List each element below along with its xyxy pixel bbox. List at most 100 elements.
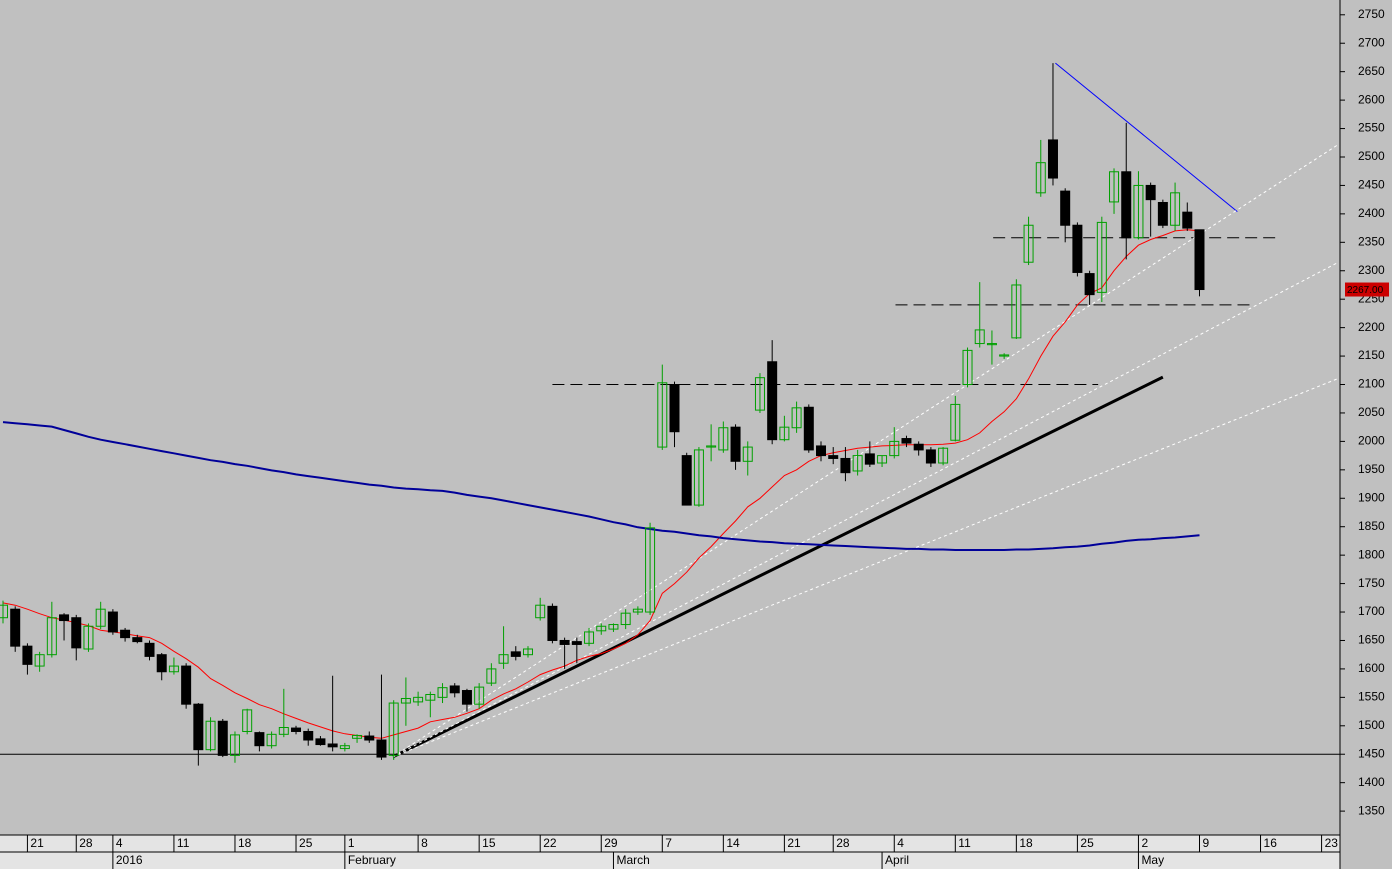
candle-body [767,361,778,441]
candle-body [1157,201,1168,226]
candle-body [962,349,973,386]
candle-body [742,446,753,462]
candle-body [596,625,607,632]
y-tick-label: 2200 [1358,320,1385,334]
candle-body [754,377,765,411]
x-tick-label: 25 [1080,836,1094,850]
candle-body [1170,192,1181,226]
y-tick-label: 1450 [1358,746,1385,760]
candle-body [1011,284,1022,339]
price-axis-panel [1340,0,1392,869]
y-tick-label: 2350 [1358,234,1385,248]
candle-body [229,734,240,756]
candle-body [620,612,631,626]
candle-body [1096,221,1107,293]
y-tick-label: 2000 [1358,434,1385,448]
candle-body [718,427,729,451]
x-tick-label: 8 [421,836,428,850]
candle-body [1035,162,1046,194]
candle-body [852,455,863,472]
candle-body [59,614,70,622]
candle-body [95,608,106,627]
y-tick-label: 1400 [1358,775,1385,789]
x-tick-label: 2 [1141,836,1148,850]
candle-body [877,455,888,464]
y-tick-label: 2450 [1358,178,1385,192]
y-tick-label: 1850 [1358,519,1385,533]
candle-body [144,642,155,657]
candle-body [669,384,680,433]
x-tick-label: 18 [238,836,252,850]
y-tick-label: 2150 [1358,348,1385,362]
y-tick-label: 2300 [1358,263,1385,277]
month-label: 2016 [116,853,143,867]
candle-body [547,605,558,641]
candle-body [315,738,326,746]
candle-body [303,730,314,741]
candle-body [645,527,656,613]
y-tick-label: 2050 [1358,405,1385,419]
candle-body [571,641,582,645]
candle-body [608,624,619,630]
x-tick-label: 4 [116,836,123,850]
candle-body [425,694,436,701]
x-tick-label: 25 [299,836,313,850]
candle-body [413,696,424,703]
candle-body [352,734,363,739]
x-tick-label: 29 [604,836,618,850]
candle-body [1145,184,1156,201]
y-tick-label: 1550 [1358,690,1385,704]
candle-body [730,426,741,462]
candle-body [681,455,692,506]
candle-body [864,453,875,465]
y-tick-label: 2400 [1358,206,1385,220]
trend-line [392,262,1338,758]
x-tick-label: 9 [1202,836,1209,850]
y-tick-label: 1950 [1358,462,1385,476]
candle-body [974,329,985,345]
y-tick-label: 1600 [1358,661,1385,675]
candle-body [791,407,802,429]
candle-body [925,449,936,464]
x-tick-label: 16 [1264,836,1278,850]
moving-average [2,421,1200,551]
candle-body [706,445,717,448]
candle-body [132,637,143,643]
candle-body [559,639,570,645]
candle-body [291,727,302,732]
candle-body [522,648,533,656]
candle-body [486,668,497,684]
candle-body [901,438,912,444]
candle-body [83,625,94,650]
y-tick-label: 1350 [1358,803,1385,817]
candle-body [339,745,350,750]
y-tick-label: 1500 [1358,718,1385,732]
candle-body [449,685,460,694]
x-tick-label: 21 [787,836,801,850]
candle-body [107,611,118,633]
month-label: May [1141,853,1164,867]
candle-body [437,687,448,698]
candle-body [1072,224,1083,273]
candle-body [803,406,814,451]
candle-body [840,457,851,474]
candle-body [816,445,827,457]
candle-body [181,665,192,705]
candle-body [999,354,1010,357]
candle-body [10,608,21,647]
y-tick-label: 1800 [1358,547,1385,561]
month-label: April [885,853,909,867]
candle-body [474,686,485,705]
x-tick-label: 11 [177,836,190,850]
y-tick-label: 2550 [1358,121,1385,135]
trend-line [391,375,1164,759]
candle-body [1109,171,1120,203]
y-tick-label: 2600 [1358,92,1385,106]
candle-body [986,343,997,346]
candle-body [1084,273,1095,296]
x-tick-label: 1 [348,836,355,850]
x-tick-label: 28 [836,836,850,850]
candle-body [278,726,289,735]
candle-body [205,720,216,751]
